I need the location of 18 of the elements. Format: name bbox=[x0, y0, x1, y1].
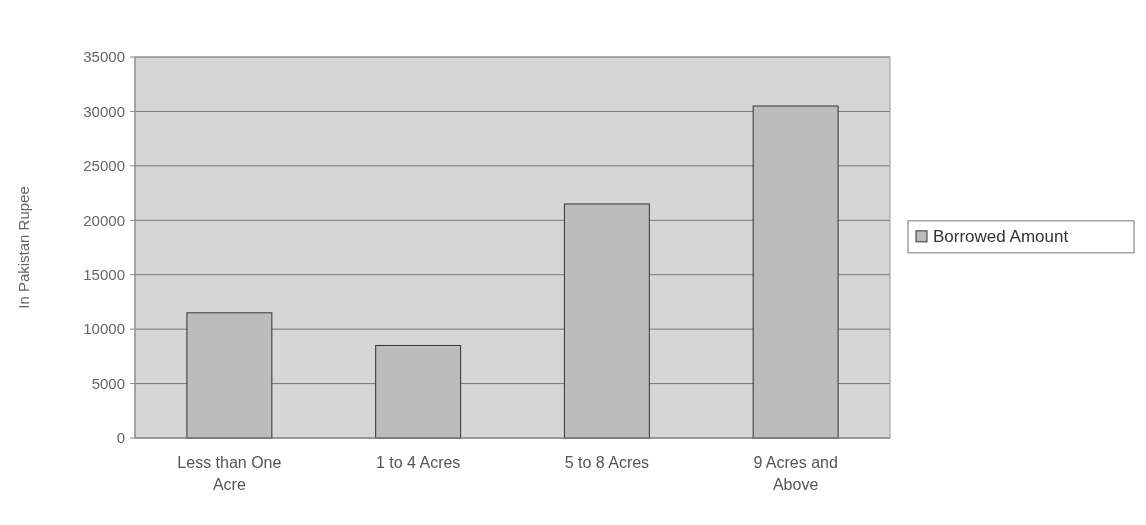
legend-label: Borrowed Amount bbox=[933, 226, 1069, 246]
y-tick-label: 30000 bbox=[83, 102, 125, 120]
y-tick-label: 20000 bbox=[83, 211, 125, 229]
y-tick-label: 15000 bbox=[83, 265, 125, 283]
y-tick-label: 5000 bbox=[91, 374, 125, 392]
y-axis-title: In Pakistan Rupee bbox=[15, 186, 32, 309]
y-tick-label: 10000 bbox=[83, 320, 125, 338]
y-tick-label: 0 bbox=[116, 429, 125, 447]
bar bbox=[752, 105, 839, 439]
bar bbox=[186, 312, 273, 439]
bar bbox=[563, 203, 650, 439]
x-tick-label: 5 to 8 Acres bbox=[564, 454, 650, 471]
y-tick-label: 25000 bbox=[83, 157, 125, 175]
x-tick-label: 9 Acres and Above bbox=[753, 454, 838, 493]
y-tick-label: 35000 bbox=[83, 48, 125, 66]
x-tick-label: Less than One Acre bbox=[177, 454, 282, 493]
bar bbox=[375, 344, 462, 439]
x-tick-label: 1 to 4 Acres bbox=[375, 454, 461, 471]
